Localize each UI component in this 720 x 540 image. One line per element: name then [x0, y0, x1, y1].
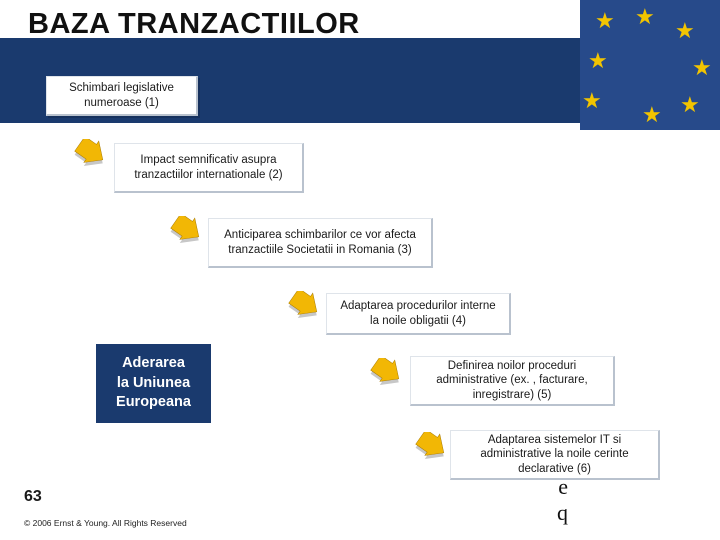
accession-line: la Uniunea	[108, 374, 199, 394]
eu-star-icon: ★	[635, 4, 655, 30]
step-box-3: Anticiparea schimbarilor ce vor afecta t…	[208, 218, 433, 268]
accession-line: Europeana	[108, 393, 199, 413]
arrow-icon	[74, 139, 108, 169]
eu-star-icon: ★	[675, 18, 695, 44]
eu-star-icon: ★	[588, 48, 608, 74]
arrow-icon	[370, 358, 404, 388]
step-box-6: Adaptarea sistemelor IT si administrativ…	[450, 430, 660, 480]
eu-star-icon: ★	[582, 88, 602, 114]
step-box-2: Impact semnificativ asupra tranzactiilor…	[114, 143, 304, 193]
step-box-4: Adaptarea procedurilor interne la noile …	[326, 293, 511, 335]
eu-star-icon: ★	[680, 92, 700, 118]
page-number: 63	[24, 488, 42, 506]
letter-q: q	[557, 500, 568, 526]
page-title: BAZA TRANZACTIILOR	[28, 8, 360, 41]
eu-star-icon: ★	[595, 8, 615, 34]
accession-box: Aderareala UniuneaEuropeana	[96, 344, 211, 423]
step-box-5: Definirea noilor proceduri administrativ…	[410, 356, 615, 406]
eu-star-icon: ★	[692, 55, 712, 81]
arrow-icon	[415, 432, 449, 462]
eu-flag-corner: ★ ★ ★ ★ ★ ★ ★ ★	[580, 0, 720, 130]
arrow-icon	[288, 291, 322, 321]
accession-line: Aderarea	[108, 354, 199, 374]
arrow-icon	[170, 216, 204, 246]
eu-star-icon: ★	[642, 102, 662, 128]
step-box-1: Schimbari legislative numeroase (1)	[46, 76, 198, 116]
copyright: © 2006 Ernst & Young. All Rights Reserve…	[24, 518, 187, 528]
